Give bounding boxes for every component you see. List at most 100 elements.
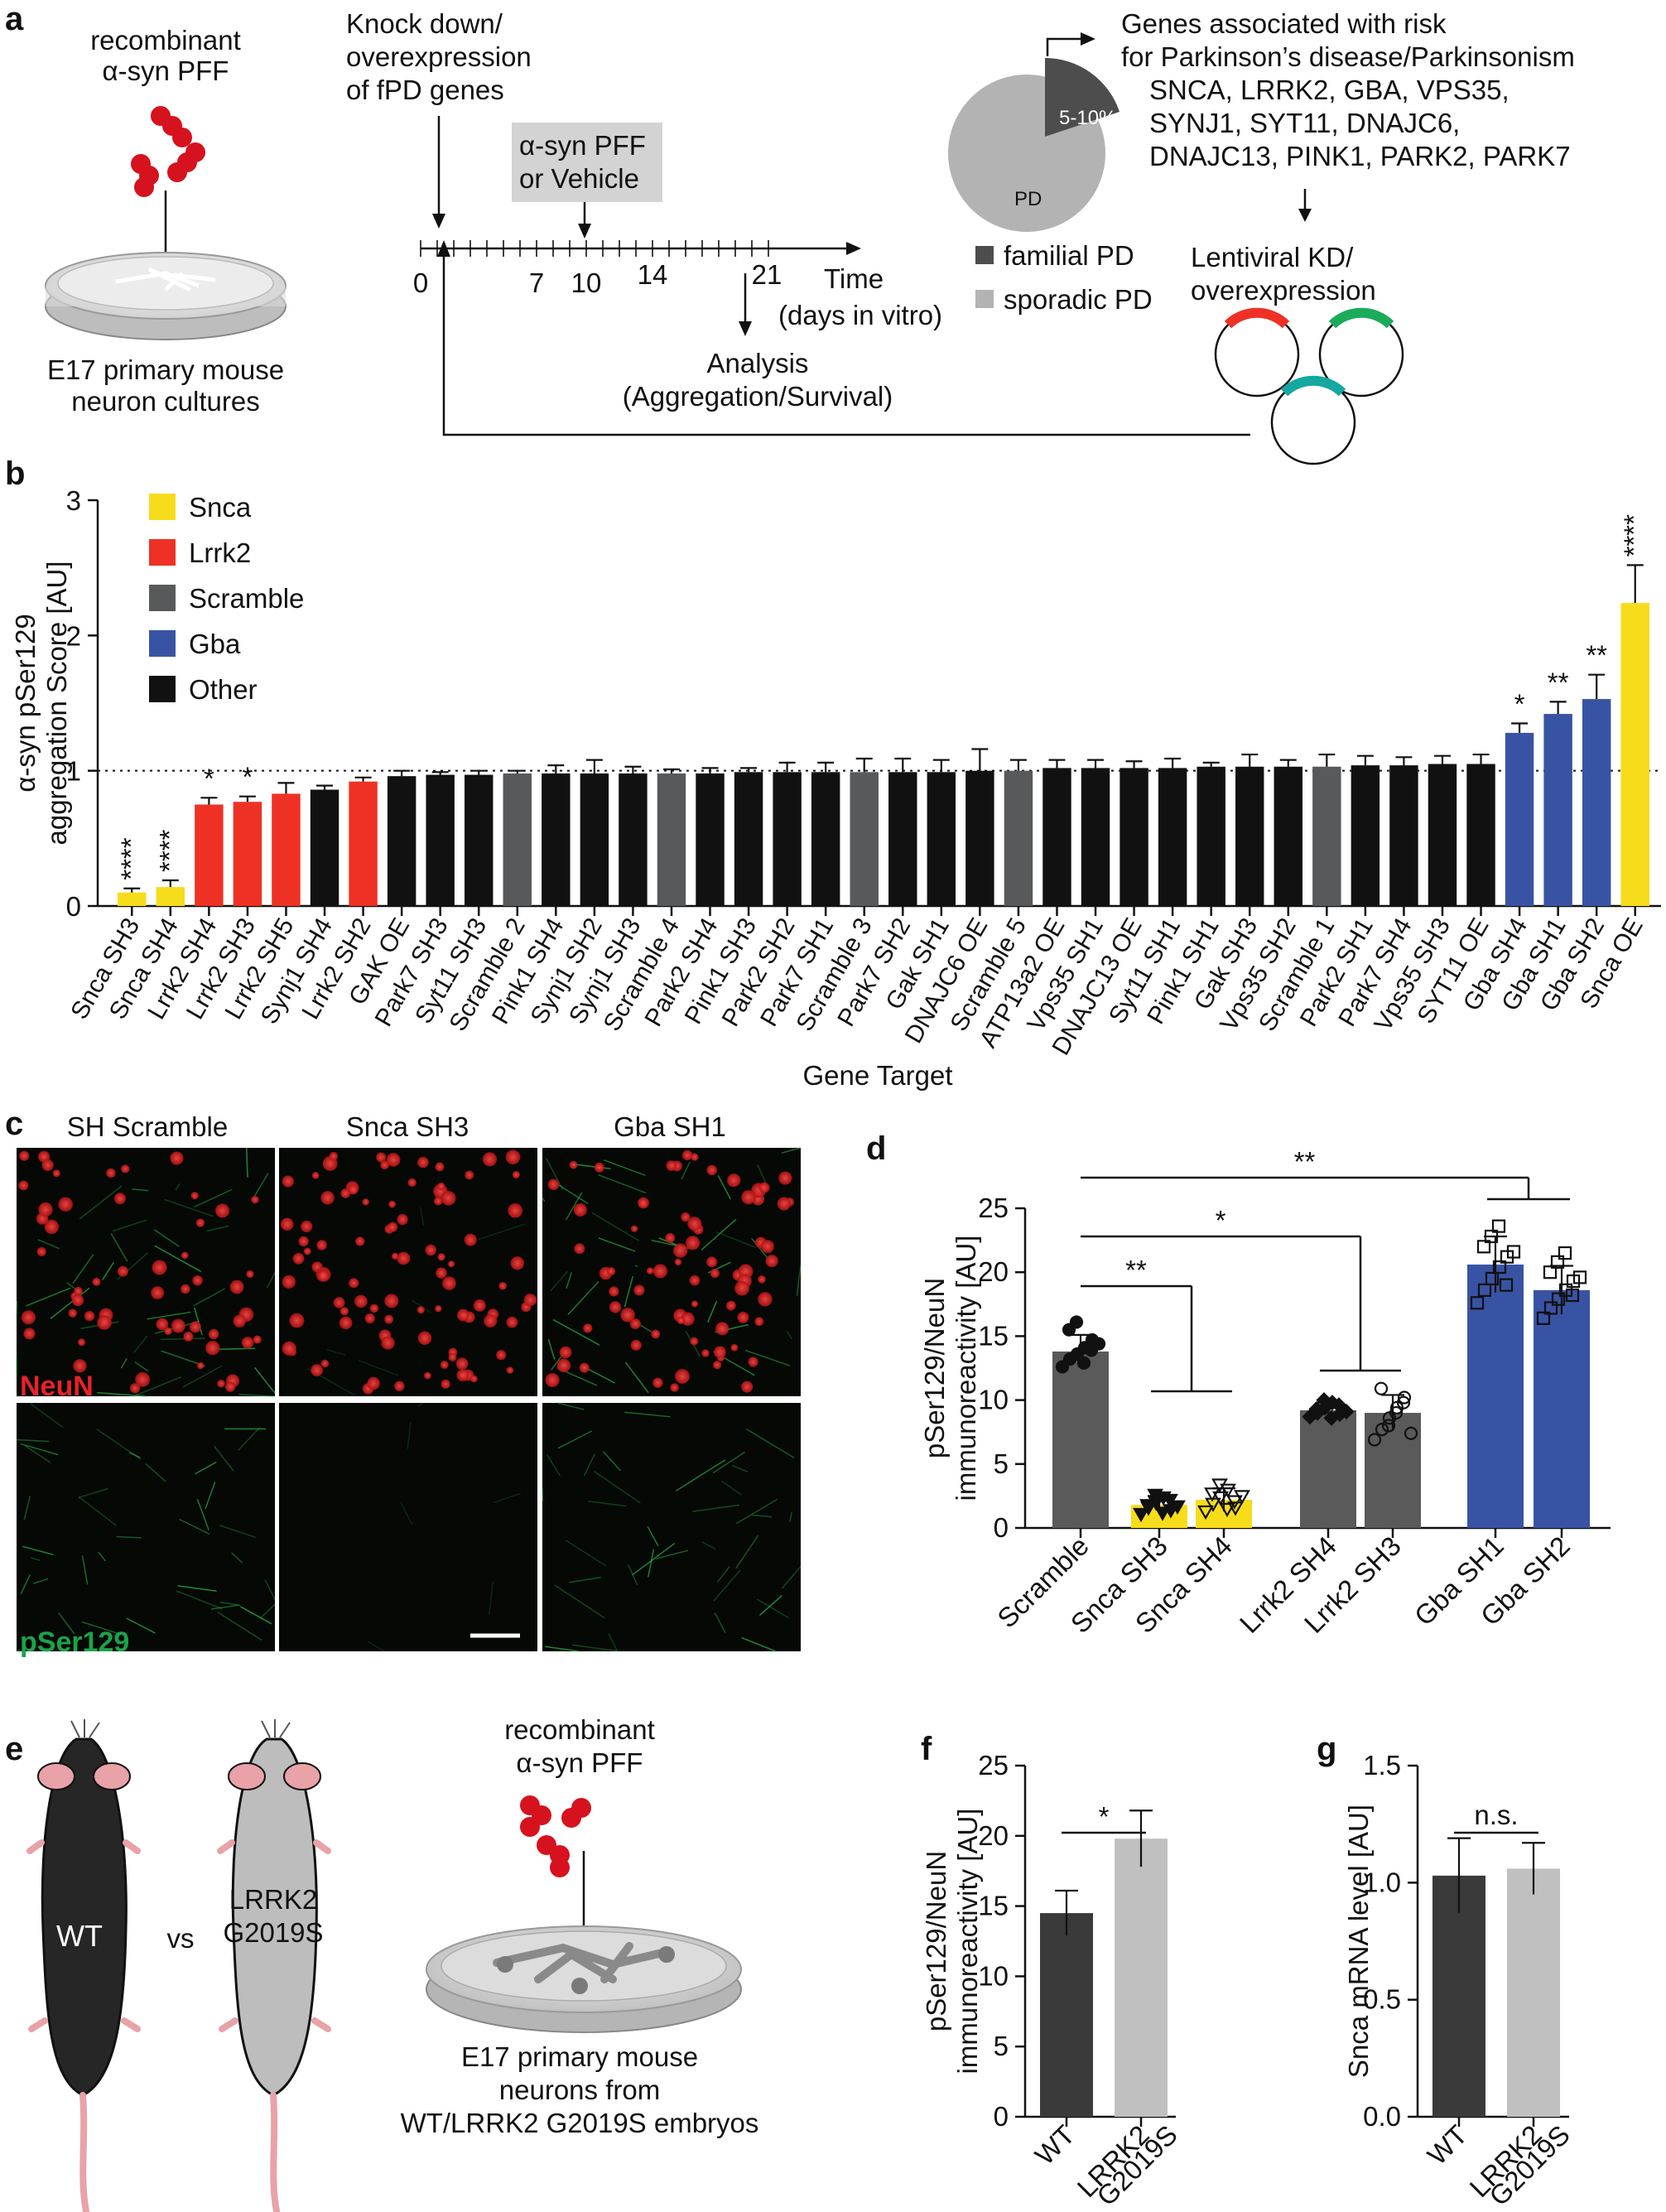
micrograph-nucleus: [665, 1232, 676, 1243]
g-bar: [1507, 1868, 1560, 2117]
d-data-point: [1375, 1423, 1389, 1437]
d-data-point: [1220, 1483, 1236, 1498]
d-data-point: [1154, 1506, 1171, 1521]
micrograph-nucleus: [777, 1197, 791, 1211]
micrograph-tile: [17, 1403, 275, 1651]
f-bar: [1040, 1913, 1093, 2117]
micrograph-nucleus: [442, 1276, 456, 1290]
micrograph-nucleus: [424, 1371, 431, 1380]
micrograph-nucleus: [681, 1212, 691, 1222]
micrograph-nucleus: [349, 1278, 359, 1289]
e-culture-label-line2: neurons from: [499, 2075, 660, 2105]
micrograph-nucleus: [77, 1338, 86, 1347]
micrograph-nucleus: [758, 1182, 770, 1193]
micrograph-neurite: [132, 1376, 182, 1397]
micrograph-nucleus: [282, 1341, 296, 1356]
chart-b: 0 1 2 3 α-syn pSer129 aggregation Score [AU] S…: [10, 485, 1661, 1091]
b-bar: [1004, 770, 1033, 906]
b-bar: [927, 772, 956, 906]
micrograph-neurite: [20, 1443, 59, 1456]
micrograph-nucleus: [440, 1361, 449, 1369]
micrograph-nucleus: [523, 1294, 537, 1307]
micrograph-nucleus: [106, 1168, 116, 1178]
d-data-point: [1226, 1495, 1243, 1510]
d-bar: [1365, 1413, 1421, 1528]
micrograph-nucleus: [320, 1359, 330, 1368]
micrograph-nucleus: [701, 1349, 710, 1357]
micrograph-nucleus: [556, 1358, 571, 1373]
micrograph-neurite: [266, 1272, 276, 1289]
micrograph-nucleus: [545, 1373, 560, 1388]
d-data-point: [1558, 1246, 1572, 1260]
f-y-tick-label: 10: [978, 1960, 1009, 1991]
d-data-point: [1543, 1265, 1558, 1279]
pd-pie-chart: [948, 58, 1119, 232]
micrograph-neurite: [488, 1581, 494, 1615]
pie-to-genes-arrowhead: [1081, 32, 1095, 46]
micrograph-nucleus: [547, 1178, 560, 1191]
f-y-tick-label: 25: [978, 1750, 1009, 1781]
timeline-axis: [420, 240, 861, 257]
b-bar: [1158, 768, 1187, 906]
micrograph-nucleus: [652, 1377, 663, 1388]
micrograph-nucleus: [151, 1286, 165, 1299]
micrograph-neurite: [326, 1348, 346, 1356]
micrograph-neurite: [542, 1197, 546, 1202]
b-bar: [850, 772, 879, 906]
b-bar: [1081, 768, 1110, 906]
b-legend-label: Other: [189, 674, 258, 705]
micrograph-neurite: [126, 1617, 156, 1634]
genes-list-line3: DNAJC13, PINK1, PARK2, PARK7: [1149, 141, 1571, 171]
micrograph-nucleus: [397, 1251, 411, 1265]
micrograph-neurite: [175, 1183, 181, 1191]
knockdown-label-line2: overexpression: [346, 41, 532, 72]
d-data-point: [1076, 1356, 1091, 1370]
b-bar: [1119, 768, 1148, 906]
micrograph-neurite: [161, 1350, 205, 1367]
f-y-tick-label: 5: [994, 2031, 1009, 2061]
micrograph-nucleus: [689, 1275, 701, 1286]
micrograph-nucleus: [569, 1160, 578, 1169]
micrograph-nucleus: [465, 1170, 474, 1180]
micrograph-neurite: [182, 1365, 223, 1388]
micrograph-neurite: [50, 1287, 90, 1319]
micrograph-nucleus: [301, 1220, 313, 1232]
micrograph-neurite: [593, 1470, 641, 1504]
b-x-axis-label: Gene Target: [802, 1060, 952, 1091]
micrograph-nucleus: [470, 1375, 478, 1383]
micrograph-nucleus: [765, 1255, 778, 1268]
e-pff-label-line1: recombinant: [504, 1714, 655, 1745]
micrograph-neurite: [569, 1576, 601, 1583]
e-culture-label-line3: WT/LRRK2 G2019S embryos: [401, 2108, 759, 2138]
micrograph-neurite: [547, 1338, 556, 1360]
micrograph-neurite: [196, 1499, 209, 1530]
g-x-tick-label: WT: [1422, 2119, 1473, 2171]
micrograph-nucleus: [638, 1197, 649, 1209]
d-data-point: [1323, 1410, 1340, 1426]
micrograph-neurite: [716, 1565, 730, 1583]
micrograph-neurite: [675, 1459, 726, 1492]
micrograph-nucleus: [21, 1310, 36, 1325]
micrograph-nucleus: [384, 1294, 399, 1308]
g-y-axis-label: Snca mRNA level [AU]: [1343, 1805, 1374, 2078]
micrograph-nucleus: [195, 1218, 205, 1227]
g-comparison-label: n.s.: [1474, 1800, 1518, 1830]
micrograph-nucleus: [425, 1244, 436, 1256]
micrograph-neurite: [588, 1500, 627, 1507]
micrograph-nucleus: [289, 1313, 305, 1328]
micrograph-neurite: [26, 1287, 71, 1307]
b-bar: [1389, 765, 1418, 906]
micrograph-nucleus: [280, 1217, 294, 1231]
micrograph-nucleus: [36, 1246, 46, 1256]
micrograph-nucleus: [715, 1322, 729, 1336]
b-bar: [1466, 764, 1495, 906]
vs-label: vs: [167, 1923, 195, 1954]
micrograph-col-title-1: SH Scramble: [67, 1111, 228, 1142]
b-bar: [1505, 732, 1534, 906]
micrograph-nucleus: [579, 1362, 590, 1373]
micrograph-nucleus: [253, 1335, 262, 1344]
culture-label-line2: neuron cultures: [71, 386, 259, 417]
genes-to-lentiviral-arrowhead: [1298, 209, 1312, 222]
micrograph-nucleus: [38, 1202, 53, 1217]
micrograph-nucleus: [594, 1162, 604, 1173]
